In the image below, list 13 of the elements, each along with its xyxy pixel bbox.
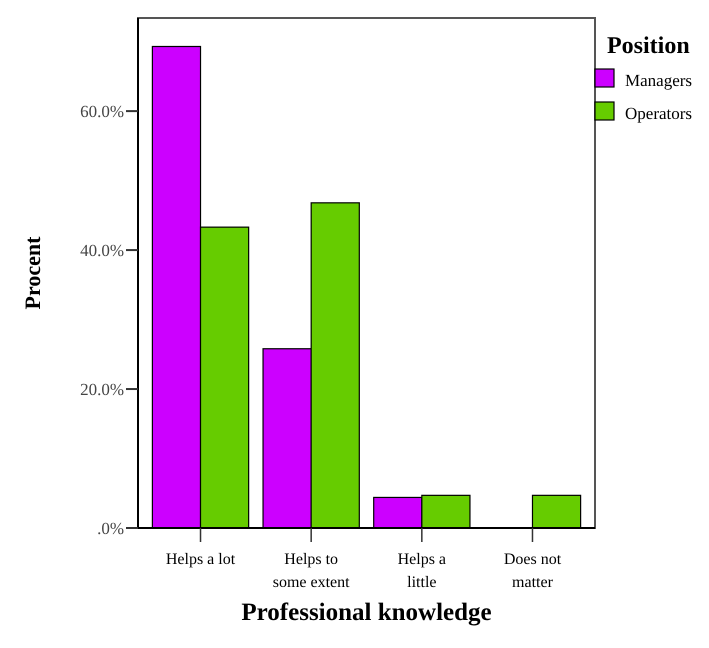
x-tick-label: Helps to some extent (272, 551, 350, 591)
legend-title: Position (607, 33, 690, 59)
legend-label: Managers (625, 70, 692, 90)
x-tick-label: Helps a little (398, 551, 446, 591)
legend-label: Operators (625, 104, 692, 123)
x-tick-label: Does not matter (504, 551, 562, 591)
y-tick-label: 20.0% (80, 380, 124, 399)
x-axis-title: Professional knowledge (241, 599, 492, 626)
y-tick-label: 40.0% (80, 241, 124, 260)
y-axis-title: Procent (20, 236, 45, 310)
y-tick-label: .0% (97, 518, 124, 538)
y-tick-label: 60.0% (80, 102, 124, 122)
x-tick-label: Helps a lot (166, 551, 236, 568)
